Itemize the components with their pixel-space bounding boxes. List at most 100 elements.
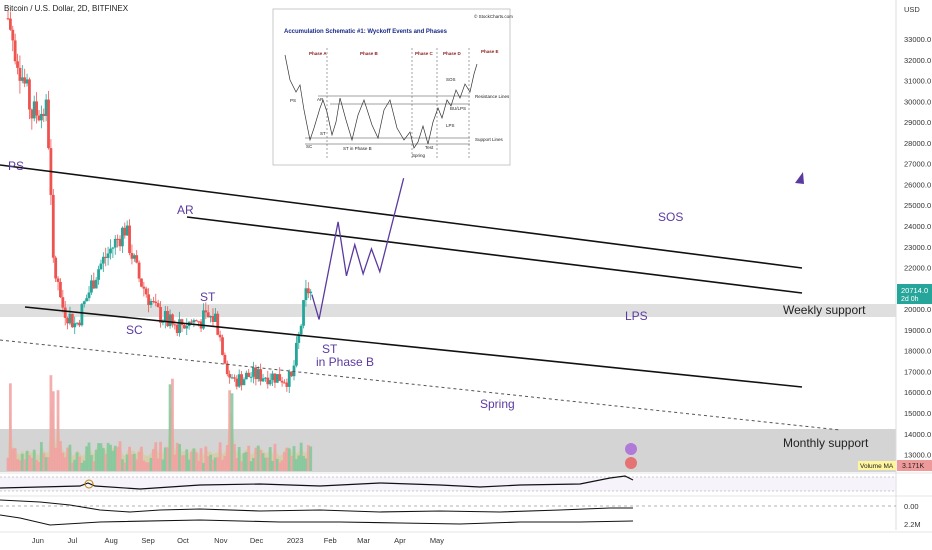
inset-label-test: Test — [425, 145, 434, 150]
candle-body — [144, 288, 148, 295]
volume-bar — [216, 457, 220, 471]
candle-body — [249, 376, 253, 378]
annotation-sc: SC — [126, 323, 143, 337]
volume-bar — [266, 457, 270, 471]
annotation-st-b-line2: in Phase B — [316, 355, 374, 369]
price-tick-label: 20000.0 — [904, 305, 931, 314]
candle-body — [113, 238, 117, 248]
candle-body — [302, 300, 305, 326]
volume-bar — [294, 459, 298, 471]
candle-body — [280, 380, 284, 383]
volume-bar — [94, 449, 98, 471]
lower-channel-line — [24, 306, 803, 388]
volume-ma-label: Volume MA — [860, 463, 894, 470]
volume-bar — [154, 442, 158, 471]
inset-label-spring: Spring — [412, 153, 426, 158]
candle-body — [121, 227, 124, 247]
candle-body — [268, 380, 272, 385]
volume-bar — [297, 455, 301, 471]
price-tick-label: 18000.0 — [904, 347, 931, 356]
time-tick-label: Jun — [32, 536, 44, 545]
event-icon[interactable] — [625, 443, 637, 455]
inset-title: Accumulation Schematic #1: Wyckoff Event… — [284, 29, 448, 35]
inset-label-st: ST — [320, 131, 326, 136]
volume-bar — [13, 448, 17, 471]
candle-body — [118, 238, 122, 247]
candle-body — [44, 99, 48, 116]
candle-body — [285, 382, 289, 387]
volume-bar — [235, 458, 239, 471]
candle-body — [111, 247, 115, 249]
candle-body — [204, 310, 208, 313]
candle-body — [197, 321, 201, 323]
volume-bar — [192, 448, 196, 471]
price-tick-label: 25000.0 — [904, 201, 931, 210]
volume-bar — [159, 441, 162, 471]
volume-bar — [85, 446, 89, 471]
volume-bar — [228, 390, 232, 471]
candle-body — [192, 320, 196, 323]
candle-body — [273, 373, 277, 383]
candle-body — [244, 372, 248, 380]
volume-bar — [44, 457, 48, 471]
candle-body — [37, 115, 41, 121]
price-axis: 33000.0 32000.0 31000.0 30000.0 29000.0 28000… — [904, 35, 931, 460]
price-tick-label: 16000.0 — [904, 388, 931, 397]
candle-body — [101, 256, 105, 264]
volume-bar — [206, 456, 210, 471]
candle-body — [209, 315, 212, 318]
candle-body — [309, 291, 313, 294]
volume-bar — [32, 449, 36, 471]
time-tick-label: Dec — [250, 536, 264, 545]
time-tick-label: Nov — [214, 536, 228, 545]
volume-bar — [130, 454, 134, 471]
volume-bar — [70, 462, 74, 471]
price-tick-label: 32000.0 — [904, 56, 931, 65]
candle-body — [130, 253, 134, 259]
candle-body — [61, 297, 65, 308]
current-price-timer: 2d 0h — [901, 296, 919, 303]
candle-body — [147, 294, 151, 306]
volume-bar — [16, 459, 19, 471]
annotation-lps: LPS — [625, 309, 648, 323]
volume-bar — [268, 447, 272, 471]
price-tick-label: 15000.0 — [904, 409, 931, 418]
volume-bar — [75, 452, 79, 471]
annotation-st-b-line1: ST — [322, 342, 338, 356]
price-tick-label: 23000.0 — [904, 243, 931, 252]
candle-body — [259, 369, 263, 382]
candle-body — [218, 334, 222, 338]
inset-label-sos: SOS — [446, 77, 456, 82]
candle-body — [18, 67, 22, 81]
volume-bar — [135, 459, 139, 471]
monthly-support-label: Monthly support — [783, 436, 869, 450]
candle-body — [228, 374, 232, 378]
time-tick-label: Feb — [324, 536, 337, 545]
volume-bar — [128, 446, 131, 471]
volume-bar — [306, 445, 310, 471]
volume-bar — [287, 448, 291, 471]
volume-bar — [256, 445, 260, 471]
projection-path — [311, 178, 405, 320]
wyckoff-inset: Accumulation Schematic #1: Wyckoff Event… — [272, 8, 513, 166]
candle-body — [30, 109, 34, 119]
candle-body — [275, 374, 279, 383]
candle-body — [213, 313, 217, 322]
flag-icon[interactable] — [625, 457, 637, 469]
volume-bar — [166, 447, 170, 471]
volume-bar — [59, 441, 62, 471]
candle-body — [8, 18, 12, 30]
candle-body — [292, 365, 296, 377]
candle-body — [82, 301, 86, 305]
price-tick-label: 29000.0 — [904, 118, 931, 127]
time-tick-label: Apr — [394, 536, 406, 545]
candle-body — [294, 342, 298, 366]
volume-bar — [113, 445, 117, 471]
time-tick-label: Aug — [104, 536, 117, 545]
candle-body — [190, 321, 193, 323]
volume-bar — [299, 442, 303, 471]
volume-bar — [61, 452, 65, 471]
volume-bar — [271, 460, 274, 471]
current-price: 20714.0 — [901, 286, 928, 295]
